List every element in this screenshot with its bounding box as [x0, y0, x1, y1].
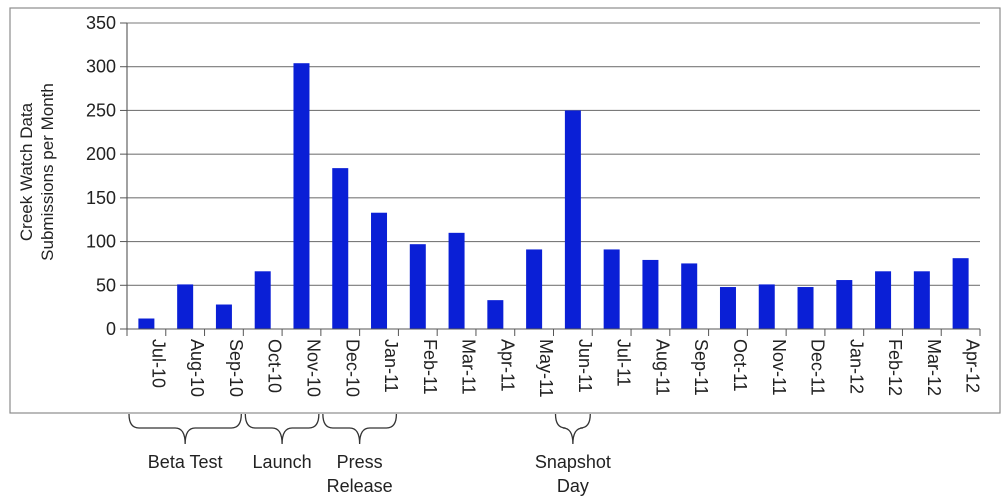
x-tick-label: Jul-11: [614, 339, 634, 387]
annotation-label: Day: [557, 476, 589, 496]
bar: [642, 259, 659, 329]
annotations: Beta Test Launch Press Release Snapshot Day: [128, 413, 611, 496]
bar: [719, 287, 736, 329]
annotation-brace: [244, 413, 320, 445]
x-tick-labels: Jul-10 Aug-10 Sep-10 Oct-10 Nov-10 Dec-10 Jan-…: [148, 339, 982, 398]
x-tick-label: Jul-10: [148, 339, 168, 388]
bar: [293, 63, 310, 330]
y-axis-label-line-2: Submissions per Month: [38, 83, 57, 261]
y-axis-label: Creek Watch Data Submissions per Month: [17, 83, 57, 261]
x-tick-label: Aug-10: [187, 339, 207, 397]
annotation-label: Snapshot: [535, 452, 611, 472]
x-tick-label: Dec-11: [808, 339, 828, 396]
bar: [603, 249, 620, 329]
y-tick-label: 350: [86, 13, 116, 33]
bar: [254, 271, 271, 329]
bar: [913, 271, 930, 329]
y-tick-label: 100: [86, 232, 116, 252]
bar: [952, 258, 969, 329]
bar: [138, 318, 155, 329]
x-tick-label: Oct-11: [730, 339, 750, 392]
annotation-brace: [322, 413, 398, 445]
x-tick-label: Nov-11: [769, 339, 789, 396]
y-tick-label: 50: [96, 275, 116, 295]
y-tick-label: 150: [86, 188, 116, 208]
x-tick-label: Sep-10: [226, 339, 246, 397]
x-tick-label: Jan-11: [381, 339, 401, 393]
x-tick-label: May-11: [536, 339, 556, 398]
axes: [120, 22, 981, 336]
bar: [681, 263, 698, 329]
x-tick-label: Dec-10: [342, 339, 362, 397]
bar: [215, 304, 232, 329]
x-tick-label: Apr-11: [497, 339, 517, 392]
annotation-label: Press: [337, 452, 383, 472]
annotation-label: Launch: [253, 452, 312, 472]
y-tick-labels: 0 50 100 150 200 250 300 350: [86, 13, 116, 339]
bar: [409, 244, 426, 329]
annotation-label: Release: [327, 476, 393, 496]
x-tick-label: Feb-11: [420, 339, 440, 395]
y-axis-label-line-1: Creek Watch Data: [17, 102, 36, 241]
bar: [487, 300, 504, 329]
bar: [564, 110, 581, 329]
y-tick-label: 300: [86, 57, 116, 77]
chart-frame: [9, 7, 1001, 414]
x-tick-label: Apr-12: [963, 339, 983, 393]
x-tick-label: Aug-11: [652, 339, 672, 396]
annotation-brace: [554, 413, 591, 445]
x-tick-label: Mar-11: [459, 339, 479, 395]
bar: [758, 284, 775, 329]
x-tick-label: Sep-11: [691, 339, 711, 396]
x-tick-label: Feb-12: [885, 339, 905, 396]
x-tick-label: Nov-10: [303, 339, 323, 397]
y-tick-label: 200: [86, 144, 116, 164]
bar: [836, 280, 853, 329]
x-tick-label: Jan-12: [846, 339, 866, 394]
bar: [448, 232, 465, 329]
y-tick-label: 0: [106, 319, 116, 339]
bar: [371, 212, 388, 329]
x-tick-label: Mar-12: [924, 339, 944, 396]
x-tick-label: Oct-10: [265, 339, 285, 393]
bar: [177, 284, 194, 329]
bar: [797, 287, 814, 329]
bar: [526, 249, 543, 329]
bar: [875, 271, 892, 329]
x-tick-label: Jun-11: [575, 339, 595, 393]
bars: [138, 63, 969, 330]
annotation-brace: [128, 413, 242, 445]
y-tick-label: 250: [86, 100, 116, 120]
bar: [332, 168, 349, 329]
annotation-label: Beta Test: [148, 452, 223, 472]
